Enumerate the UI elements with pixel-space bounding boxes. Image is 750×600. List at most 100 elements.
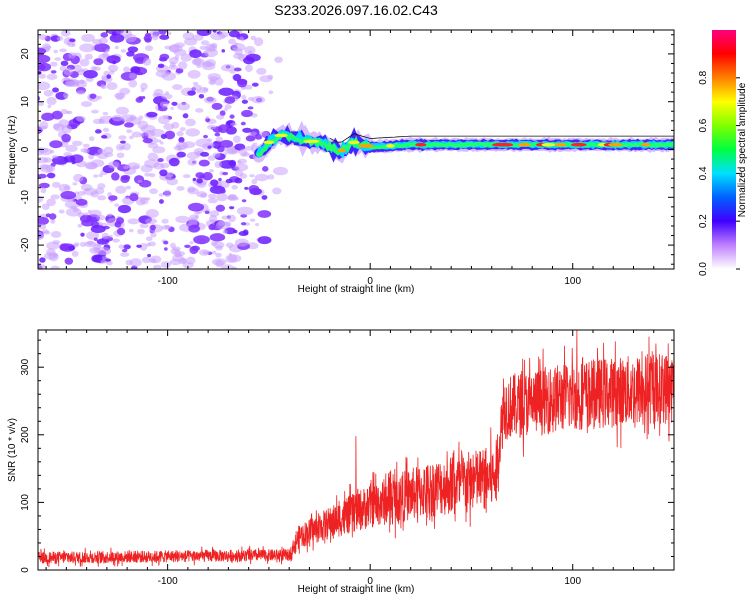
noise-blob: [235, 163, 249, 172]
noise-blob: [173, 145, 182, 151]
noise-blob: [43, 157, 53, 163]
noise-blob: [229, 114, 235, 119]
noise-blob: [90, 190, 99, 198]
noise-blob: [58, 209, 65, 214]
noise-blob: [187, 186, 196, 193]
noise-blob: [144, 172, 151, 177]
noise-blob: [32, 120, 37, 124]
noise-blob: [90, 225, 106, 234]
noise-blob: [248, 185, 260, 193]
noise-blob: [196, 191, 208, 198]
noise-blob: [208, 44, 218, 52]
colorbar-tick-label-1: 0.2: [698, 214, 709, 228]
noise-blob: [83, 70, 98, 79]
noise-blob: [69, 38, 76, 43]
noise-blob: [208, 193, 217, 199]
noise-blob: [232, 196, 240, 201]
noise-blob: [171, 121, 180, 129]
noise-blob: [218, 177, 222, 182]
noise-blob: [79, 43, 95, 53]
noise-blob: [121, 248, 128, 253]
noise-blob: [118, 244, 125, 249]
noise-blob: [201, 62, 216, 71]
noise-blob: [248, 50, 253, 55]
noise-blob: [196, 64, 202, 68]
noise-blob: [228, 159, 236, 167]
noise-blob: [219, 189, 226, 194]
noise-blob: [76, 115, 86, 122]
noise-blob: [52, 87, 59, 93]
noise-blob: [159, 101, 169, 108]
noise-blob: [115, 106, 129, 115]
noise-blob: [64, 257, 74, 265]
noise-blob: [140, 197, 149, 205]
noise-blob: [161, 218, 169, 224]
noise-blob: [107, 192, 112, 197]
noise-blob: [91, 109, 99, 114]
noise-blob: [144, 32, 152, 37]
noise-blob: [38, 163, 39, 165]
noise-blob: [120, 49, 127, 53]
noise-blob: [268, 90, 274, 95]
noise-blob: [91, 254, 103, 263]
noise-blob: [101, 135, 108, 139]
noise-blob: [115, 143, 125, 151]
signal-hotspot: [303, 139, 320, 144]
noise-blob: [196, 178, 203, 184]
noise-blob: [61, 133, 71, 143]
signal-hotspot: [641, 142, 650, 147]
noise-blob: [60, 108, 68, 115]
noise-blob: [97, 95, 102, 100]
noise-blob: [261, 195, 268, 200]
noise-blob: [230, 122, 238, 127]
noise-blob: [127, 46, 139, 53]
noise-blob: [53, 49, 58, 54]
spectrogram-signal-track: [252, 120, 674, 164]
noise-blob: [79, 241, 87, 247]
noise-blob: [68, 52, 77, 59]
noise-blob: [151, 34, 159, 41]
noise-blob: [76, 90, 86, 95]
noise-blob: [198, 159, 210, 167]
noise-blob: [159, 169, 168, 177]
noise-blob: [46, 96, 57, 106]
noise-blob: [117, 204, 132, 214]
noise-blob: [40, 187, 47, 194]
noise-blob: [38, 101, 44, 106]
noise-blob: [72, 182, 78, 186]
noise-blob: [204, 210, 210, 215]
snr-x-tick-label-1: 0: [367, 576, 373, 587]
noise-blob: [211, 102, 223, 110]
signal-hotspot: [263, 140, 275, 145]
noise-blob: [38, 62, 52, 72]
noise-blob: [38, 216, 49, 226]
snr-x-tick-label-2: 100: [564, 576, 581, 587]
noise-blob: [272, 187, 282, 195]
noise-blob: [229, 206, 235, 210]
noise-blob: [93, 118, 103, 125]
noise-blob: [114, 92, 126, 99]
noise-blob: [49, 140, 63, 149]
noise-blob: [188, 217, 198, 227]
noise-blob: [161, 93, 173, 100]
noise-blob: [116, 217, 125, 224]
spectrogram-y-tick-label-3: 10: [20, 96, 31, 108]
noise-blob: [147, 152, 159, 161]
noise-blob: [71, 250, 79, 257]
noise-blob: [116, 152, 125, 159]
noise-blob: [193, 235, 210, 245]
snr-y-label: SNR (10 * v/v): [7, 418, 18, 482]
noise-blob: [233, 67, 242, 72]
colorbar-ticks: 0.0 0.2 0.4 0.6 0.8: [698, 70, 740, 276]
noise-blob: [187, 69, 201, 79]
noise-blob: [196, 89, 201, 94]
noise-blob: [108, 195, 118, 201]
noise-blob: [73, 243, 79, 248]
noise-blob: [177, 102, 190, 111]
noise-blob: [249, 174, 255, 178]
noise-blob: [46, 172, 56, 179]
noise-blob: [129, 193, 139, 202]
noise-blob: [79, 214, 93, 223]
noise-blob: [194, 214, 200, 219]
